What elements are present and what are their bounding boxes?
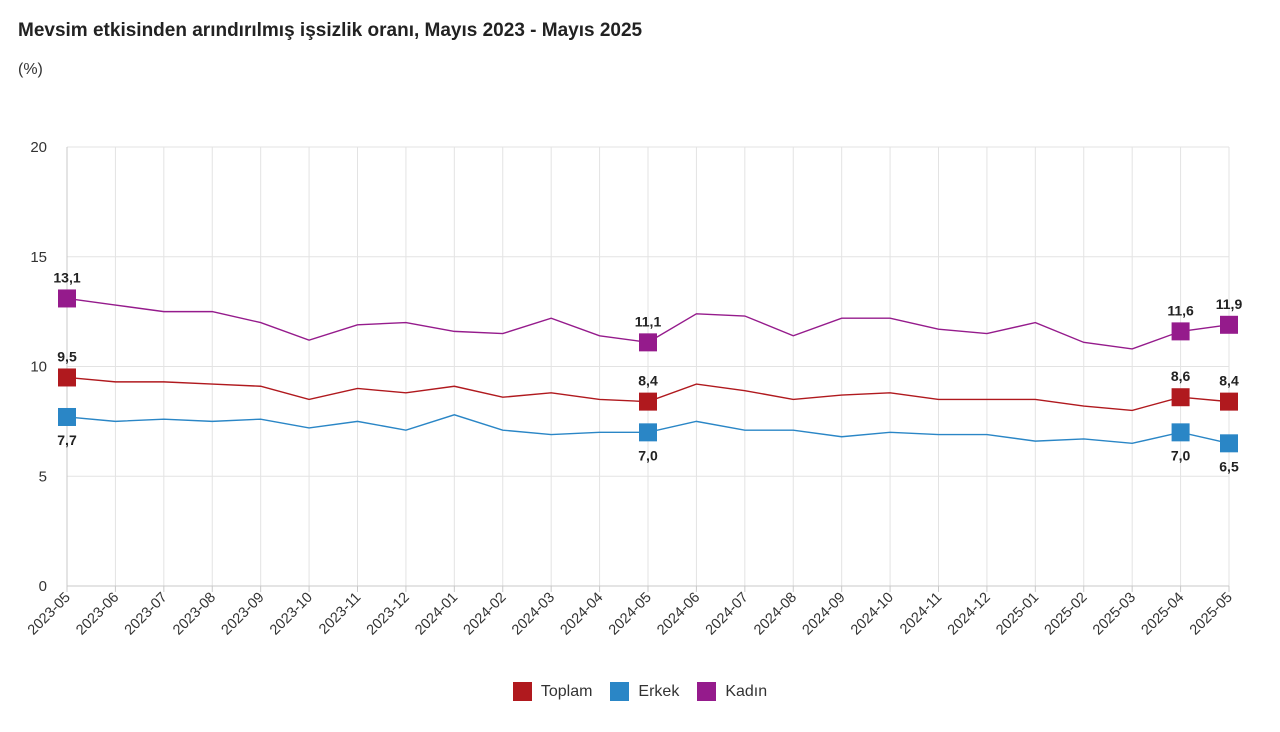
y-tick-label: 10 [30,359,47,376]
data-label: 7,0 [638,447,658,463]
legend-item-kadin[interactable]: Kadın [697,682,767,701]
legend: Toplam Erkek Kadın [0,682,1280,701]
data-label: 9,5 [57,348,77,364]
x-tick-label: 2024-07 [703,590,752,639]
data-point-marker [639,392,657,411]
legend-swatch-kadin [697,682,717,701]
x-tick-label: 2024-11 [897,590,945,638]
x-tick-label: 2023-09 [219,590,268,639]
x-tick-label: 2023-12 [364,590,413,639]
x-tick-label: 2023-05 [25,590,74,639]
x-tick-label: 2025-04 [1138,590,1187,639]
x-tick-label: 2025-05 [1187,590,1236,639]
legend-item-toplam[interactable]: Toplam [512,682,593,701]
legend-swatch-toplam [512,682,532,701]
chart-title: Mevsim etkisinden arındırılmış işsizlik … [18,20,643,41]
x-tick-label: 2023-11 [316,590,364,638]
x-tick-label: 2024-03 [509,590,558,639]
x-tick-label: 2024-08 [751,590,800,639]
data-label: 8,4 [638,373,658,389]
x-tick-label: 2024-10 [848,590,897,639]
x-tick-label: 2024-12 [945,590,994,639]
y-tick-label: 20 [30,139,47,156]
x-tick-label: 2025-03 [1090,590,1139,639]
x-tick-label: 2024-02 [461,590,510,639]
x-tick-label: 2023-10 [267,590,316,639]
legend-label-kadin: Kadın [725,682,768,700]
x-tick-label: 2023-06 [73,590,122,639]
x-tick-label: 2025-01 [993,590,1042,639]
legend-item-erkek[interactable]: Erkek [610,682,679,701]
data-point-marker [1171,388,1190,407]
data-point-marker [1171,322,1190,341]
x-tick-label: 2024-09 [800,590,849,639]
data-label: 6,5 [1219,458,1239,474]
legend-label-toplam: Toplam [540,682,593,700]
y-tick-label: 15 [30,249,47,266]
unit-label: (%) [18,61,43,78]
legend-swatch-erkek [610,682,630,701]
data-label: 7,0 [1171,447,1191,463]
data-point-marker [1220,392,1238,411]
data-label: 8,6 [1171,368,1191,384]
x-tick-label: 2024-04 [557,590,606,639]
data-label: 8,4 [1219,373,1239,389]
x-tick-label: 2025-02 [1042,590,1091,639]
data-point-marker [639,423,657,442]
data-label: 7,7 [57,432,77,448]
y-tick-label: 0 [39,578,47,595]
x-tick-label: 2024-06 [654,590,703,639]
data-point-marker [58,407,76,426]
data-point-marker [1220,315,1238,334]
x-tick-label: 2023-07 [122,590,171,639]
data-label: 11,1 [635,313,662,329]
data-point-marker [1220,434,1238,453]
data-point-marker [1171,423,1190,442]
data-label: 11,9 [1216,296,1243,312]
data-label: 11,6 [1167,302,1194,318]
data-point-marker [58,368,76,387]
x-tick-label: 2024-01 [412,590,461,639]
data-label: 13,1 [53,269,80,285]
data-point-marker [58,289,76,308]
data-point-marker [639,333,657,352]
y-tick-label: 5 [39,468,47,485]
x-tick-label: 2024-05 [606,590,655,639]
x-tick-label: 2023-08 [170,590,219,639]
legend-label-erkek: Erkek [638,682,680,700]
